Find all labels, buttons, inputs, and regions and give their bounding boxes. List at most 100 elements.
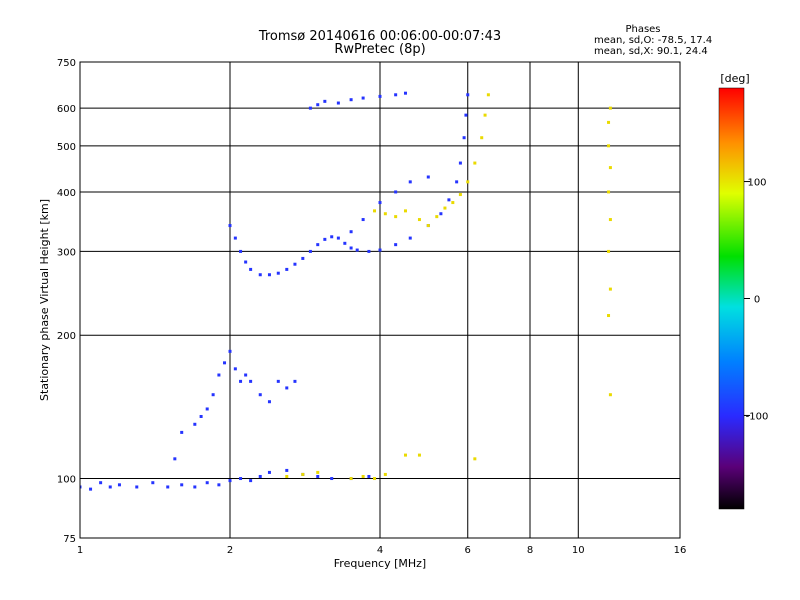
data-point [205,481,209,485]
data-point [403,453,407,457]
data-point [244,373,248,377]
data-point [323,99,327,103]
grid-lines [80,62,680,538]
phases-o-stats: mean, sd,O: -78.5, 17.4 [594,35,712,46]
data-point [607,144,611,148]
data-point [217,373,221,377]
y-tick-label: 600 [57,104,76,115]
data-point [228,349,232,353]
colorbar-label: [deg] [720,72,749,85]
colorbar-ticks: 100 0 -100 [744,178,769,422]
data-point [394,243,398,247]
data-point [249,379,253,383]
chart-title: Tromsø 20140616 00:06:00-00:07:43 [258,29,501,44]
data-point [330,235,334,239]
y-tick-label: 100 [57,475,76,486]
data-point [117,483,121,487]
data-point [426,224,430,228]
data-point [367,249,371,253]
data-point [293,262,297,266]
data-point [276,271,280,275]
y-tick-label: 500 [57,142,76,153]
data-point [462,136,466,140]
data-point [408,180,412,184]
data-point [80,485,82,489]
data-point [99,481,103,485]
data-point [151,481,155,485]
y-tick-label: 300 [57,247,76,258]
data-point [417,218,421,222]
data-point [199,414,203,418]
data-point [228,479,232,483]
data-point [233,236,237,240]
data-point [417,453,421,457]
data-point [439,212,443,216]
data-point [607,249,611,253]
data-point [301,472,305,476]
data-point [394,215,398,219]
data-point [336,101,340,105]
data-point [394,93,398,97]
data-point [217,483,221,487]
data-point [361,474,365,478]
data-point [233,367,237,371]
plot-frame [79,61,681,539]
data-point [473,161,477,165]
data-point [458,161,462,165]
data-point [193,422,197,426]
data-point [258,273,262,277]
x-tick-label: 2 [227,545,233,556]
data-point [228,224,232,228]
x-tick-label: 4 [377,545,383,556]
data-point [607,120,611,124]
data-point [383,472,387,476]
data-point [607,190,611,194]
x-tick-label: 10 [572,545,585,556]
colorbar-tick-label: 0 [754,295,760,306]
data-point [349,98,353,102]
data-point [336,236,340,240]
data-point [285,468,289,472]
data-point [330,477,334,481]
colorbar-tick-label: -100 [746,411,769,422]
x-tick-label: 16 [674,545,687,556]
y-tick-label: 200 [57,331,76,342]
data-point [483,113,487,117]
data-point [316,103,320,107]
phases-header: Phases [625,24,660,35]
data-point [316,470,320,474]
data-point [135,485,139,489]
data-point [205,407,209,411]
data-point [108,485,112,489]
data-point [383,212,387,216]
data-point [267,400,271,404]
x-tick-label: 1 [77,545,83,556]
data-point [608,166,612,170]
data-point [308,106,312,110]
data-point [403,91,407,95]
data-point [443,206,447,210]
data-point [607,314,611,318]
data-point [608,106,612,110]
data-point [173,457,177,461]
data-point [293,379,297,383]
data-point [316,243,320,247]
data-point [426,175,430,179]
data-point [473,457,477,461]
data-point [285,474,289,478]
data-point [180,430,184,434]
data-point [361,96,365,100]
data-point [258,474,262,478]
data-point [349,477,353,481]
data-point [608,287,612,291]
data-point [249,479,253,483]
data-point [378,201,382,205]
y-tick-label: 400 [57,188,76,199]
data-point [244,260,248,264]
data-point [458,193,462,197]
y-tick-label: 750 [57,58,76,69]
x-axis-label: Frequency [MHz] [334,557,426,570]
data-point [466,93,470,97]
data-point [480,136,484,140]
